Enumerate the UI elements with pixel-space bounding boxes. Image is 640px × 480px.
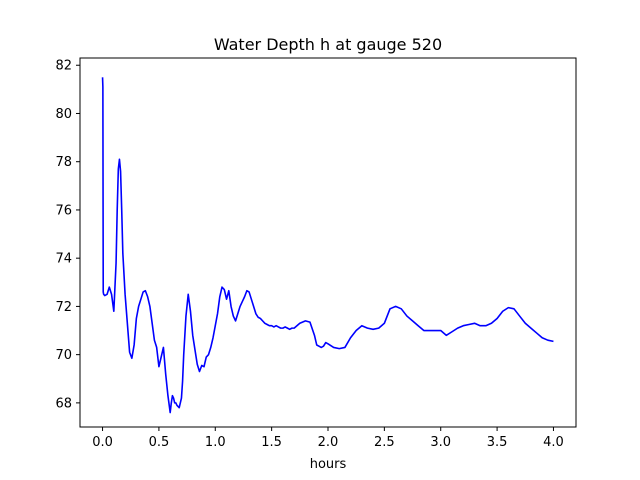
series-line — [101, 77, 554, 414]
chart-title: Water Depth h at gauge 520 — [214, 35, 442, 54]
x-axis-ticks: 0.0 0.5 1.0 1.5 2.0 2.5 3.0 3.5 4.0 — [92, 427, 564, 450]
x-tick-label: 2.5 — [374, 435, 395, 450]
y-tick-label: 70 — [55, 348, 72, 363]
x-tick-label: 3.5 — [487, 435, 508, 450]
x-tick-label: 4.0 — [543, 435, 564, 450]
y-tick-label: 82 — [55, 59, 72, 74]
plot-frame — [79, 57, 577, 428]
y-tick-label: 76 — [55, 203, 72, 218]
plot-area — [101, 77, 554, 414]
y-tick-label: 78 — [55, 155, 72, 170]
x-tick-label: 2.0 — [318, 435, 339, 450]
y-tick-label: 72 — [55, 300, 72, 315]
x-tick-label: 0.0 — [92, 435, 113, 450]
x-axis-label: hours — [310, 457, 347, 472]
x-tick-label: 1.0 — [205, 435, 226, 450]
y-tick-label: 80 — [55, 107, 72, 122]
x-tick-label: 1.5 — [261, 435, 282, 450]
x-tick-label: 3.0 — [430, 435, 451, 450]
y-axis-ticks: 68 70 72 74 76 78 80 82 — [55, 59, 80, 411]
x-tick-label: 0.5 — [149, 435, 170, 450]
y-tick-label: 74 — [55, 252, 72, 267]
y-tick-label: 68 — [55, 396, 72, 411]
